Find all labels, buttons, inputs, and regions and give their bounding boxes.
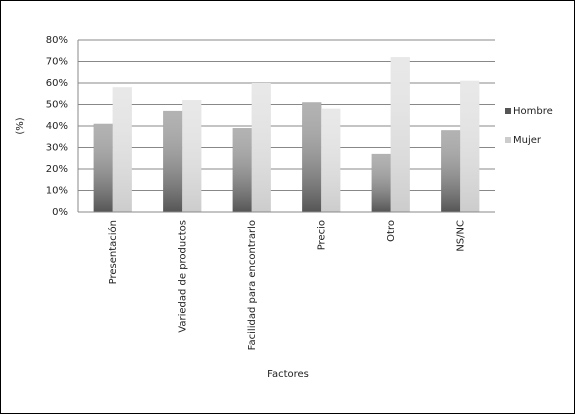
legend-swatch <box>505 137 511 143</box>
bar <box>232 128 252 212</box>
bar <box>251 83 271 212</box>
bar <box>460 80 480 212</box>
bar <box>321 108 341 212</box>
x-tick-label: Presentación <box>107 220 119 284</box>
x-tick-label: Facilidad para encontrarlo <box>247 220 258 350</box>
x-tick-label: Variedad de productos <box>177 220 188 333</box>
y-tick-label: 50% <box>46 100 68 111</box>
bar <box>441 130 461 212</box>
x-axis-label: Factores <box>267 369 309 380</box>
x-tick-label: Precio <box>316 220 327 250</box>
bar <box>182 100 202 212</box>
y-tick-label: 20% <box>46 164 68 175</box>
bar <box>163 110 183 212</box>
y-tick-label: 80% <box>46 35 68 46</box>
legend-swatch <box>505 108 511 114</box>
bar <box>371 153 391 212</box>
bar <box>390 57 410 213</box>
y-tick-label: 40% <box>46 121 68 132</box>
bar <box>112 87 132 212</box>
bar <box>93 123 113 212</box>
y-tick-label: 70% <box>46 57 68 68</box>
legend-label: Hombre <box>513 106 553 117</box>
legend-label: Mujer <box>513 135 542 146</box>
x-tick-label: NS/NC <box>455 220 466 252</box>
x-tick-label: Otro <box>386 220 397 242</box>
y-axis-label: (%) <box>15 117 26 134</box>
bar <box>302 102 322 212</box>
y-tick-label: 30% <box>46 143 68 154</box>
y-tick-label: 0% <box>52 207 68 218</box>
y-tick-label: 60% <box>46 78 68 89</box>
y-tick-label: 10% <box>46 186 68 197</box>
